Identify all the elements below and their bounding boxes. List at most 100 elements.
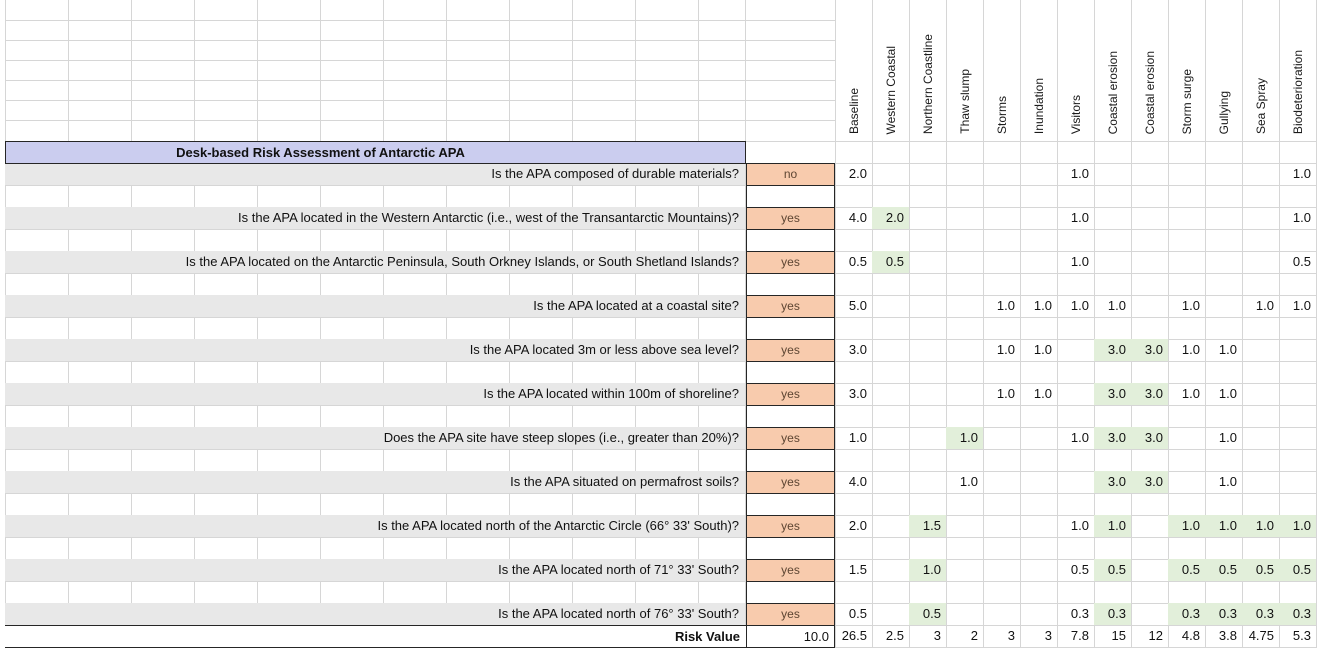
value-cell[interactable]: 0.5: [1094, 559, 1131, 581]
value-cell[interactable]: 4.0: [848, 474, 867, 489]
risk-value-cell[interactable]: 12: [1148, 628, 1163, 643]
risk-value-cell[interactable]: 2: [970, 628, 978, 643]
value-cell[interactable]: 1.0: [959, 474, 978, 489]
value-cell[interactable]: 1.0: [1033, 342, 1052, 357]
value-cell[interactable]: 0.5: [848, 606, 867, 621]
value-cell[interactable]: 1.0: [1218, 342, 1237, 357]
answer-cell[interactable]: no: [746, 163, 835, 186]
value-cell[interactable]: 1.0: [1218, 430, 1237, 445]
answer-cell-empty[interactable]: [746, 273, 835, 296]
value-cell[interactable]: 1.0: [848, 430, 867, 445]
risk-value-cell[interactable]: 4.8: [1181, 628, 1200, 643]
answer-cell[interactable]: yes: [746, 559, 835, 582]
value-cell[interactable]: 1.0: [1205, 515, 1242, 537]
risk-value-cell[interactable]: 15: [1111, 628, 1126, 643]
value-cell[interactable]: 3.0: [1094, 383, 1131, 405]
value-cell[interactable]: 0.5: [909, 603, 946, 625]
value-cell[interactable]: 3.0: [1094, 471, 1131, 493]
value-cell[interactable]: 0.3: [1094, 603, 1131, 625]
value-cell[interactable]: 3.0: [1131, 427, 1168, 449]
value-cell[interactable]: 1.0: [1070, 210, 1089, 225]
value-cell[interactable]: 3.0: [848, 342, 867, 357]
value-cell[interactable]: 3.0: [848, 386, 867, 401]
answer-cell-empty[interactable]: [746, 317, 835, 340]
risk-value-cell[interactable]: 4.75: [1248, 628, 1274, 643]
value-cell[interactable]: 0.3: [1279, 603, 1316, 625]
value-cell[interactable]: 2.0: [872, 207, 909, 229]
answer-cell[interactable]: yes: [746, 603, 835, 626]
risk-total-cell[interactable]: 10.0: [746, 625, 835, 648]
value-cell[interactable]: 1.0: [1033, 298, 1052, 313]
value-cell[interactable]: 1.5: [909, 515, 946, 537]
value-cell[interactable]: 2.0: [848, 518, 867, 533]
answer-cell-empty[interactable]: [746, 229, 835, 252]
value-cell[interactable]: 1.0: [1070, 298, 1089, 313]
value-cell[interactable]: 1.0: [909, 559, 946, 581]
value-cell[interactable]: 1.0: [946, 427, 983, 449]
answer-cell-empty[interactable]: [746, 581, 835, 604]
answer-cell[interactable]: yes: [746, 207, 835, 230]
value-cell[interactable]: 1.0: [1242, 515, 1279, 537]
value-cell[interactable]: 1.0: [1292, 166, 1311, 181]
value-cell[interactable]: 1.0: [1292, 298, 1311, 313]
value-cell[interactable]: 1.0: [996, 298, 1015, 313]
risk-value-cell[interactable]: 3: [933, 628, 941, 643]
value-cell[interactable]: 0.5: [872, 251, 909, 273]
value-cell[interactable]: 0.5: [1070, 562, 1089, 577]
value-cell[interactable]: 3.0: [1131, 471, 1168, 493]
value-cell[interactable]: 1.5: [848, 562, 867, 577]
value-cell[interactable]: 1.0: [1181, 298, 1200, 313]
value-cell[interactable]: 5.0: [848, 298, 867, 313]
value-cell[interactable]: 0.3: [1168, 603, 1205, 625]
answer-cell[interactable]: yes: [746, 251, 835, 274]
value-cell[interactable]: 1.0: [1292, 210, 1311, 225]
answer-cell-empty[interactable]: [746, 185, 835, 208]
value-cell[interactable]: 1.0: [996, 386, 1015, 401]
risk-value-cell[interactable]: 3.8: [1218, 628, 1237, 643]
value-cell[interactable]: 1.0: [1070, 518, 1089, 533]
answer-cell[interactable]: yes: [746, 515, 835, 538]
value-cell[interactable]: 1.0: [1070, 254, 1089, 269]
value-cell[interactable]: 2.0: [848, 166, 867, 181]
risk-value-cell[interactable]: 5.3: [1292, 628, 1311, 643]
answer-cell-empty[interactable]: [746, 405, 835, 428]
value-cell[interactable]: 0.5: [1242, 559, 1279, 581]
value-cell[interactable]: 0.5: [848, 254, 867, 269]
answer-cell[interactable]: yes: [746, 471, 835, 494]
answer-cell[interactable]: yes: [746, 295, 835, 318]
risk-value-cell[interactable]: 2.5: [885, 628, 904, 643]
risk-value-cell[interactable]: 26.5: [841, 628, 867, 643]
risk-value-cell[interactable]: 7.8: [1070, 628, 1089, 643]
value-cell[interactable]: 0.3: [1242, 603, 1279, 625]
value-cell[interactable]: 1.0: [1070, 430, 1089, 445]
value-cell[interactable]: 3.0: [1094, 339, 1131, 361]
value-cell[interactable]: 3.0: [1094, 427, 1131, 449]
answer-cell-empty[interactable]: [746, 537, 835, 560]
value-cell[interactable]: 1.0: [1218, 474, 1237, 489]
value-cell[interactable]: 1.0: [1218, 386, 1237, 401]
value-cell[interactable]: 1.0: [1094, 515, 1131, 537]
value-cell[interactable]: 1.0: [996, 342, 1015, 357]
answer-cell-empty[interactable]: [746, 361, 835, 384]
value-cell[interactable]: 0.5: [1205, 559, 1242, 581]
answer-cell[interactable]: yes: [746, 339, 835, 362]
risk-row-label-cell[interactable]: Risk Value: [5, 625, 746, 648]
value-cell[interactable]: 1.0: [1168, 515, 1205, 537]
value-cell[interactable]: 1.0: [1181, 386, 1200, 401]
value-cell[interactable]: 1.0: [1255, 298, 1274, 313]
value-cell[interactable]: 0.5: [1279, 559, 1316, 581]
value-cell[interactable]: 1.0: [1070, 166, 1089, 181]
answer-cell-empty[interactable]: [746, 493, 835, 516]
value-cell[interactable]: 0.5: [1292, 254, 1311, 269]
value-cell[interactable]: 1.0: [1279, 515, 1316, 537]
value-cell[interactable]: 3.0: [1131, 383, 1168, 405]
value-cell[interactable]: 1.0: [1181, 342, 1200, 357]
value-cell[interactable]: 1.0: [1033, 386, 1052, 401]
value-cell[interactable]: 4.0: [848, 210, 867, 225]
value-cell[interactable]: 3.0: [1131, 339, 1168, 361]
answer-cell-empty[interactable]: [746, 449, 835, 472]
answer-cell[interactable]: yes: [746, 383, 835, 406]
risk-value-cell[interactable]: 3: [1044, 628, 1052, 643]
risk-value-cell[interactable]: 3: [1007, 628, 1015, 643]
answer-cell[interactable]: yes: [746, 427, 835, 450]
